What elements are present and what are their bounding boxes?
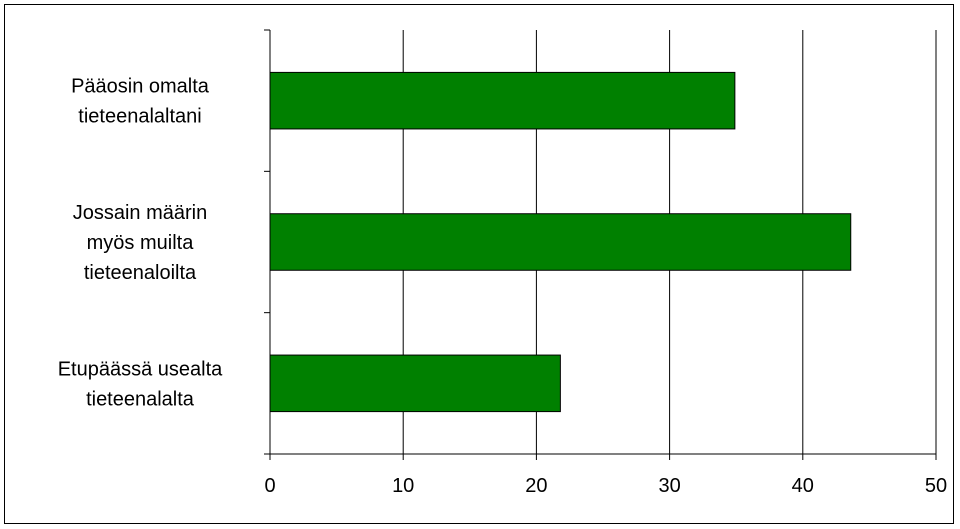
x-tick-label-2: 20 [525,475,547,497]
category-label-1-line-2: tieteenaloilta [84,262,197,284]
x-tick-label-1: 10 [392,475,414,497]
x-tick-label-4: 40 [792,475,814,497]
category-label-0-line-1: tieteenalaltani [78,106,201,128]
x-tick-label-5: 50 [925,475,947,497]
bar-2 [269,354,561,413]
category-label-2-line-1: tieteenalalta [86,388,195,410]
category-label-1: Jossain määrin myös muilta tieteenaloilta [73,202,208,284]
category-label-2: Etupäässä usealta tieteenalalta [58,358,223,410]
category-label-0: Pääosin omalta tieteenalaltani [71,76,210,128]
bars [269,71,852,413]
x-tick-label-3: 30 [658,475,680,497]
x-tick-label-0: 0 [264,475,275,497]
category-label-0-line-0: Pääosin omalta [71,76,210,98]
category-label-1-line-0: Jossain määrin [73,202,208,224]
category-label-1-line-1: myös muilta [87,232,195,254]
bar-1 [269,213,852,271]
labels: 0 10 20 30 40 50 Pääosin omalta tieteenalaltani… [58,76,947,497]
bar-0 [269,71,736,130]
category-label-2-line-0: Etupäässä usealta [58,358,223,380]
axes [264,29,937,460]
